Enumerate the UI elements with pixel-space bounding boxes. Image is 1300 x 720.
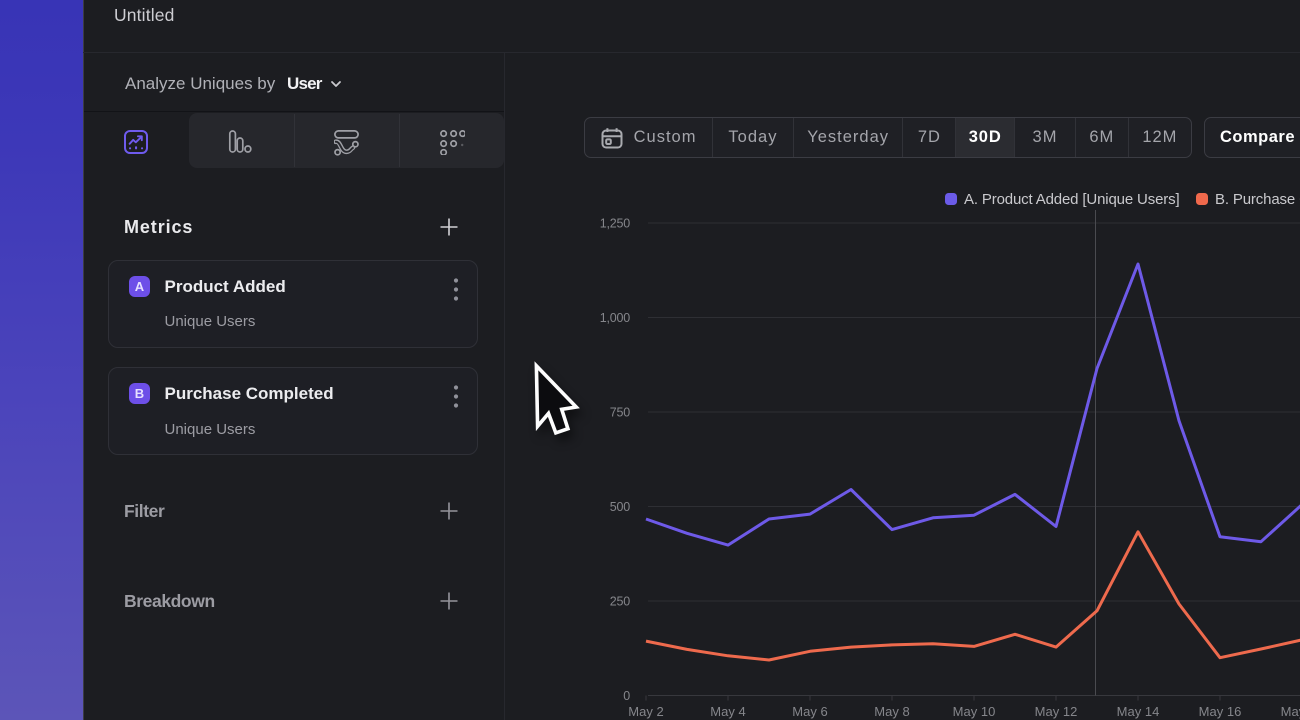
svg-text:May 6: May 6 — [792, 704, 827, 719]
svg-text:0: 0 — [623, 689, 630, 703]
svg-text:May 14: May 14 — [1117, 704, 1160, 719]
svg-text:1,250: 1,250 — [600, 217, 631, 231]
svg-text:May 4: May 4 — [710, 704, 745, 719]
svg-text:250: 250 — [610, 595, 631, 609]
svg-text:750: 750 — [610, 406, 631, 420]
svg-text:May 12: May 12 — [1035, 704, 1078, 719]
svg-text:May 8: May 8 — [874, 704, 909, 719]
svg-text:May 10: May 10 — [953, 704, 996, 719]
svg-text:500: 500 — [610, 500, 631, 514]
svg-text:May 2: May 2 — [628, 704, 663, 719]
svg-text:May 18: May 18 — [1281, 704, 1300, 719]
svg-text:May 16: May 16 — [1199, 704, 1242, 719]
svg-text:1,000: 1,000 — [600, 311, 631, 325]
